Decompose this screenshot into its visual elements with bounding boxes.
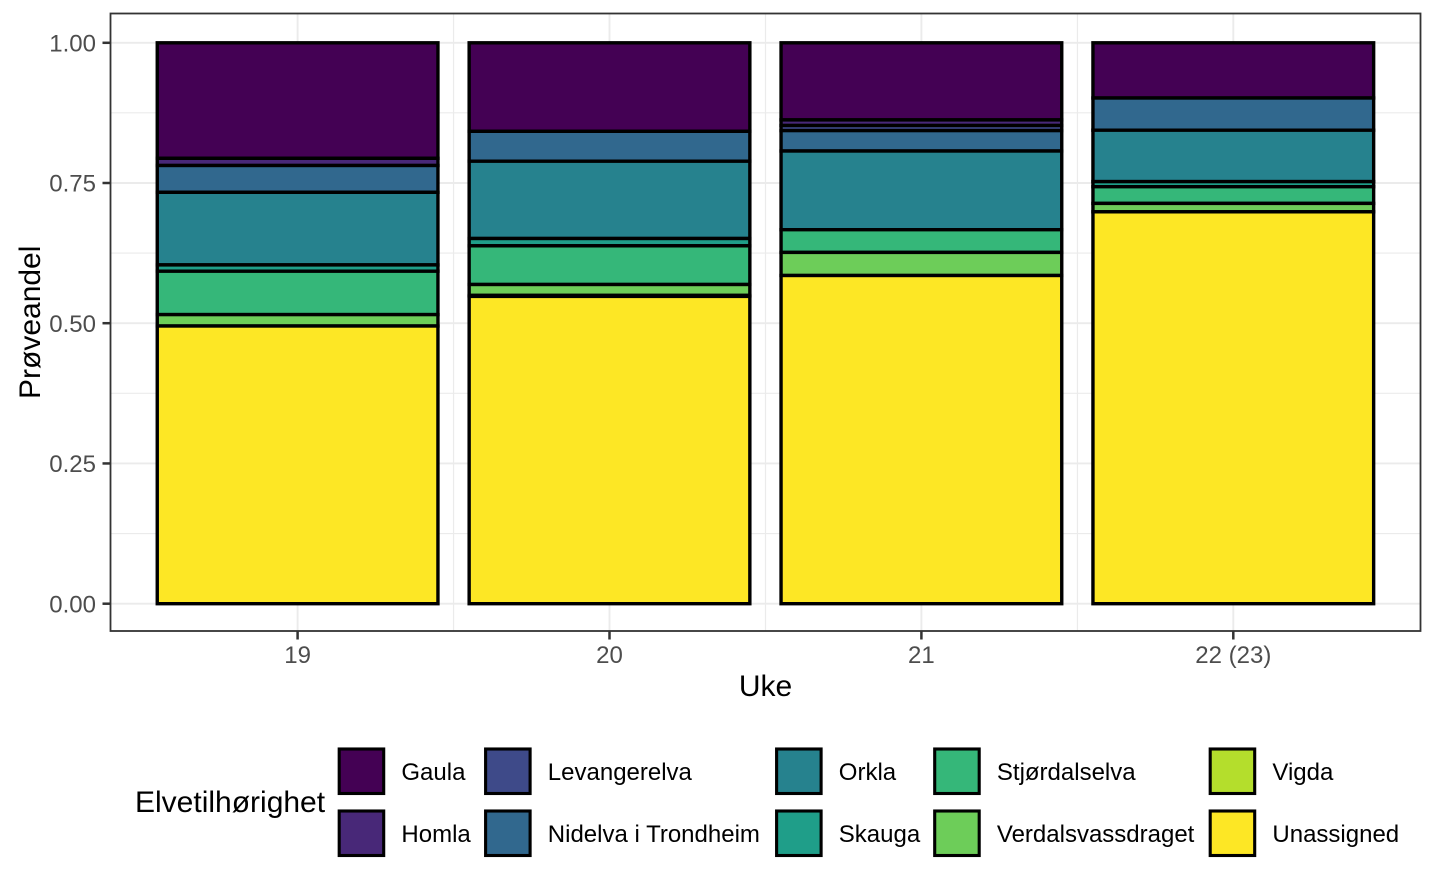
svg-text:0.25: 0.25: [49, 451, 96, 478]
svg-text:20: 20: [596, 642, 623, 669]
svg-text:0.50: 0.50: [49, 311, 96, 338]
svg-text:Vigda: Vigda: [1272, 759, 1334, 786]
svg-text:Homla: Homla: [401, 821, 471, 848]
svg-text:Uke: Uke: [739, 670, 792, 703]
svg-text:Skauga: Skauga: [839, 821, 921, 848]
svg-text:Orkla: Orkla: [839, 759, 897, 786]
svg-text:21: 21: [908, 642, 935, 669]
svg-text:1.00: 1.00: [49, 30, 96, 57]
svg-text:19: 19: [284, 642, 311, 669]
svg-text:Nidelva i Trondheim: Nidelva i Trondheim: [548, 821, 760, 848]
svg-text:22 (23): 22 (23): [1195, 642, 1271, 669]
svg-text:Elvetilhørighet: Elvetilhørighet: [135, 786, 326, 819]
svg-text:Stjørdalselva: Stjørdalselva: [997, 759, 1136, 786]
svg-text:Verdalsvassdraget: Verdalsvassdraget: [997, 821, 1195, 848]
svg-text:Prøveandel: Prøveandel: [14, 246, 47, 399]
svg-text:0.00: 0.00: [49, 591, 96, 618]
svg-text:Levangerelva: Levangerelva: [548, 759, 693, 786]
svg-text:Gaula: Gaula: [401, 759, 466, 786]
svg-text:Unassigned: Unassigned: [1272, 821, 1399, 848]
svg-text:0.75: 0.75: [49, 171, 96, 198]
